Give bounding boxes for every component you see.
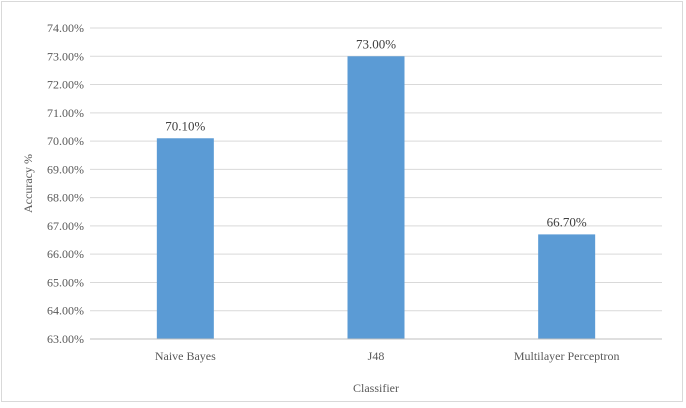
- y-tick-label: 71.00%: [47, 106, 84, 120]
- y-tick-label: 72.00%: [47, 78, 84, 92]
- x-tick-label: Naive Bayes: [155, 349, 216, 363]
- y-tick-label: 69.00%: [47, 162, 84, 176]
- y-tick-label: 64.00%: [47, 304, 84, 318]
- bars: [156, 56, 596, 339]
- y-tick-label: 68.00%: [47, 191, 84, 205]
- y-axis-title: Accuracy %: [21, 154, 35, 213]
- bar-naive-bayes: [156, 138, 214, 339]
- y-tick-label: 70.00%: [47, 134, 84, 148]
- data-label: 70.10%: [165, 118, 205, 133]
- bar-j48: [347, 56, 405, 339]
- y-tick-label: 74.00%: [47, 21, 84, 35]
- x-axis-title: Classifier: [353, 381, 399, 395]
- data-label: 66.70%: [547, 214, 587, 229]
- y-tick-label: 67.00%: [47, 219, 84, 233]
- chart-frame: 63.00% 64.00% 65.00% 66.00% 67.00% 68.00% 69.0…: [1, 1, 683, 402]
- y-axis-ticks: 63.00% 64.00% 65.00% 66.00% 67.00% 68.00% 69.0…: [47, 21, 84, 346]
- bar-chart: 63.00% 64.00% 65.00% 66.00% 67.00% 68.00% 69.0…: [21, 21, 662, 395]
- bar-multilayer-perceptron: [538, 234, 596, 339]
- y-tick-label: 65.00%: [47, 275, 84, 289]
- data-labels: 70.10% 73.00% 66.70%: [165, 36, 587, 229]
- y-tick-label: 66.00%: [47, 247, 84, 261]
- x-tick-label: J48: [368, 349, 385, 363]
- x-tick-label: Multilayer Perceptron: [514, 349, 620, 363]
- y-tick-label: 73.00%: [47, 49, 84, 63]
- x-axis-ticks: Naive Bayes J48 Multilayer Perceptron: [155, 349, 620, 363]
- data-label: 73.00%: [356, 36, 396, 51]
- y-tick-label: 63.00%: [47, 332, 84, 346]
